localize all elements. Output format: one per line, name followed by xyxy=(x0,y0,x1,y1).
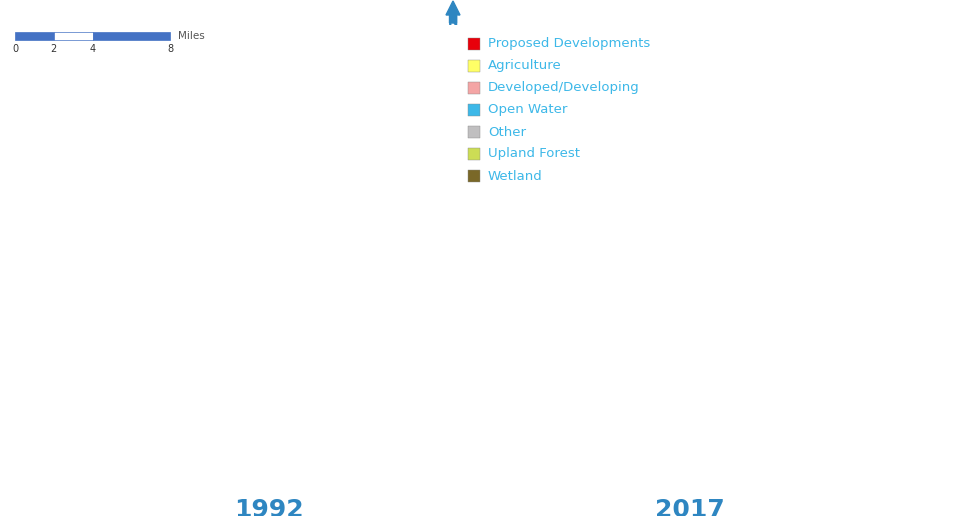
Text: 8: 8 xyxy=(167,44,173,54)
Text: 2: 2 xyxy=(51,44,57,54)
Bar xyxy=(468,104,480,116)
Bar xyxy=(15,32,54,40)
Text: Developed/Developing: Developed/Developing xyxy=(488,82,640,94)
Bar xyxy=(54,32,92,40)
Text: Wetland: Wetland xyxy=(488,169,543,183)
Bar xyxy=(468,170,480,182)
Bar xyxy=(468,82,480,94)
Text: Agriculture: Agriculture xyxy=(488,59,562,73)
Text: 1992: 1992 xyxy=(234,498,304,516)
Text: Proposed Developments: Proposed Developments xyxy=(488,38,650,51)
FancyBboxPatch shape xyxy=(430,0,630,220)
Text: 2017: 2017 xyxy=(655,498,725,516)
Text: 4: 4 xyxy=(89,44,96,54)
Text: 0: 0 xyxy=(12,44,18,54)
Bar xyxy=(468,38,480,50)
Text: N: N xyxy=(448,15,458,28)
FancyArrow shape xyxy=(446,1,460,23)
Text: Open Water: Open Water xyxy=(488,104,568,117)
Bar xyxy=(468,148,480,160)
Text: Upland Forest: Upland Forest xyxy=(488,148,580,160)
Text: Miles: Miles xyxy=(178,31,205,41)
FancyBboxPatch shape xyxy=(430,0,490,80)
Bar xyxy=(92,32,170,40)
Bar xyxy=(468,60,480,72)
Bar xyxy=(468,126,480,138)
Text: Other: Other xyxy=(488,125,526,138)
